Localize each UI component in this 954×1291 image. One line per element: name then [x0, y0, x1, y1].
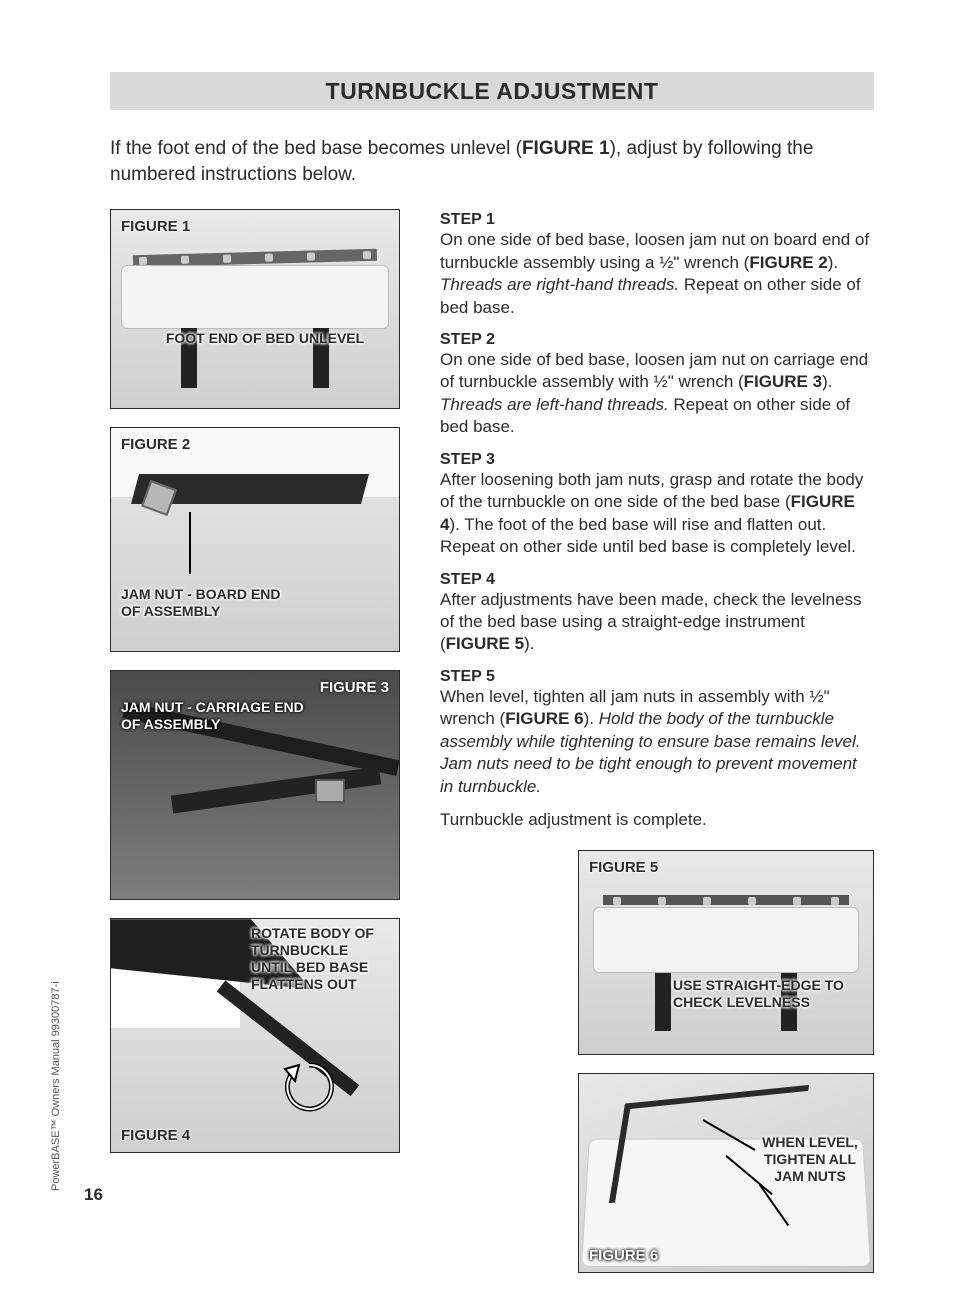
figure-6: WHEN LEVEL, TIGHTEN ALL JAM NUTS FIGURE … — [578, 1073, 874, 1273]
section-header-bar: TURNBUCKLE ADJUSTMENT — [110, 72, 874, 110]
figure-3-caption: JAM NUT - CARRIAGE END OF ASSEMBLY — [121, 699, 321, 733]
figure-6-caption: WHEN LEVEL, TIGHTEN ALL JAM NUTS — [755, 1134, 865, 1184]
figure-4-caption: ROTATE BODY OF TURNBUCKLE UNTIL BED BASE… — [251, 925, 391, 992]
figure-4-label: FIGURE 4 — [121, 1127, 190, 1144]
step-3-text: After loosening both jam nuts, grasp and… — [440, 469, 874, 559]
figure-5-label: FIGURE 5 — [589, 859, 658, 876]
step-5-heading: STEP 5 — [440, 668, 874, 686]
figures-left-column: FIGURE 1 FOOT END OF BED UNLEVEL FIGURE … — [110, 209, 400, 1291]
figure-3-label: FIGURE 3 — [320, 679, 389, 696]
step-1-heading: STEP 1 — [440, 211, 874, 229]
completion-text: Turnbuckle adjustment is complete. — [440, 810, 874, 830]
figure-2-caption: JAM NUT - BOARD END OF ASSEMBLY — [121, 586, 301, 620]
intro-paragraph: If the foot end of the bed base becomes … — [110, 136, 874, 187]
steps-right-column: STEP 1 On one side of bed base, loosen j… — [440, 209, 874, 1291]
figure-4: ROTATE BODY OF TURNBUCKLE UNTIL BED BASE… — [110, 918, 400, 1153]
figure-2: FIGURE 2 JAM NUT - BOARD END OF ASSEMBLY — [110, 427, 400, 652]
figure-5: FIGURE 5 USE STRAIGHT-EDGE TO CHECK LEVE… — [578, 850, 874, 1055]
step-5-text: When level, tighten all jam nuts in asse… — [440, 686, 874, 798]
step-2-heading: STEP 2 — [440, 331, 874, 349]
intro-figure-ref: FIGURE 1 — [522, 138, 610, 159]
step-4-heading: STEP 4 — [440, 571, 874, 589]
figure-2-label: FIGURE 2 — [121, 436, 190, 453]
step-1-text: On one side of bed base, loosen jam nut … — [440, 229, 874, 319]
figure-5-caption: USE STRAIGHT-EDGE TO CHECK LEVELNESS — [673, 977, 863, 1011]
figure-1-label: FIGURE 1 — [121, 218, 190, 235]
section-title: TURNBUCKLE ADJUSTMENT — [326, 78, 659, 104]
step-3-heading: STEP 3 — [440, 451, 874, 469]
page-number: 16 — [84, 1185, 103, 1205]
figure-3: FIGURE 3 JAM NUT - CARRIAGE END OF ASSEM… — [110, 670, 400, 900]
intro-text-pre: If the foot end of the bed base becomes … — [110, 138, 522, 159]
side-credit: PowerBASE™ Owners Manual 99300787-i — [50, 981, 62, 1191]
step-2-text: On one side of bed base, loosen jam nut … — [440, 349, 874, 439]
figure-1-caption: FOOT END OF BED UNLEVEL — [151, 330, 379, 347]
figure-6-label: FIGURE 6 — [589, 1247, 658, 1264]
step-4-text: After adjustments have been made, check … — [440, 589, 874, 656]
rotate-arrow-icon — [281, 1059, 337, 1115]
figure-1: FIGURE 1 FOOT END OF BED UNLEVEL — [110, 209, 400, 409]
